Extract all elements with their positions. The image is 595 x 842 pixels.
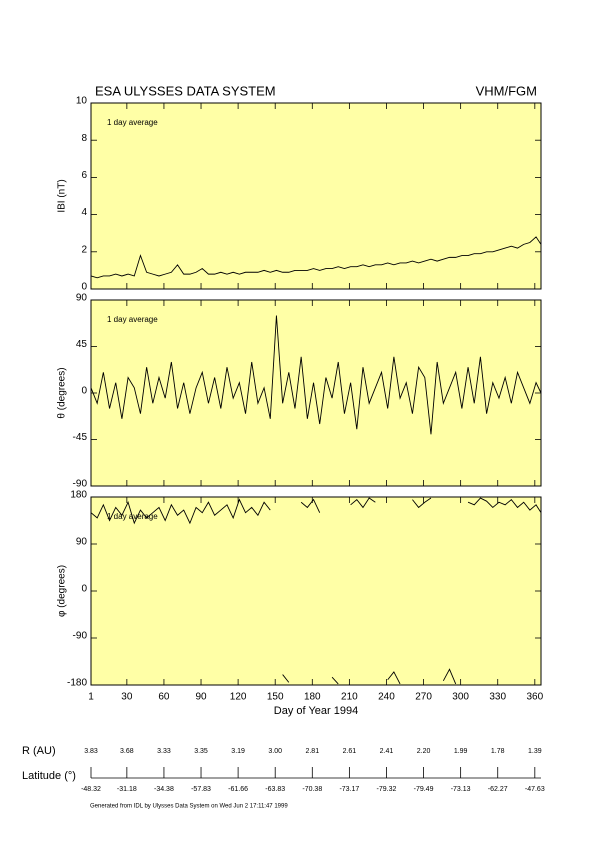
y-tick-label: 8 [81, 133, 87, 144]
r-value: 3.19 [231, 748, 245, 755]
lat-value: -70.38 [302, 786, 322, 793]
data-line [90, 236, 542, 279]
lat-value: -79.32 [377, 786, 397, 793]
lat-value: -62.27 [488, 786, 508, 793]
instrument: VHM/FGM [476, 83, 537, 98]
y-tick-label: -90 [73, 479, 88, 490]
x-tick-label: 60 [158, 692, 170, 703]
lat-value: -34.38 [154, 786, 174, 793]
y-axis-label: IBI (nT) [57, 179, 68, 212]
r-value: 1.39 [528, 748, 542, 755]
annotation: 1 day average [107, 315, 158, 324]
x-tick-label: 330 [489, 692, 506, 703]
r-value: 3.33 [157, 748, 171, 755]
plot-area [90, 102, 542, 290]
r-value: 2.81 [305, 748, 319, 755]
r-value: 3.00 [268, 748, 282, 755]
r-value: 2.41 [380, 748, 394, 755]
y-tick-label: -180 [67, 678, 87, 689]
y-tick-label: 0 [81, 584, 87, 595]
lat-value: -63.83 [265, 786, 285, 793]
r-value: 1.78 [491, 748, 505, 755]
y-tick-label: 2 [81, 244, 87, 255]
plot-area [90, 299, 542, 487]
annotation: 1 day average [107, 118, 158, 127]
x-tick-label: 210 [341, 692, 358, 703]
x-tick-label: 240 [378, 692, 395, 703]
lat-value: -73.13 [451, 786, 471, 793]
y-axis-label: θ (degrees) [57, 367, 68, 418]
y-tick-label: 10 [76, 96, 88, 107]
x-tick-label: 1 [88, 692, 94, 703]
r-value: 2.61 [343, 748, 357, 755]
x-tick-label: 180 [304, 692, 321, 703]
lat-value: -57.83 [191, 786, 211, 793]
x-axis-label: Day of Year 1994 [274, 705, 358, 717]
r-label: R (AU) [22, 745, 56, 757]
y-tick-label: -90 [73, 631, 88, 642]
data-line [90, 497, 542, 685]
y-tick-label: 6 [81, 170, 87, 181]
x-tick-label: 150 [267, 692, 284, 703]
y-tick-label: 0 [81, 282, 87, 293]
title: ESA ULYSSES DATA SYSTEM [95, 83, 276, 98]
lat-value: -79.49 [414, 786, 434, 793]
data-line [90, 315, 542, 435]
footer: Generated from IDL by Ulysses Data Syste… [90, 804, 288, 810]
lat-value: -48.32 [81, 786, 101, 793]
r-value: 3.68 [120, 748, 134, 755]
y-axis-label: φ (degrees) [57, 565, 68, 617]
lat-value: -31.18 [117, 786, 137, 793]
x-tick-label: 90 [195, 692, 207, 703]
x-tick-label: 360 [526, 692, 543, 703]
lat-value: -47.63 [525, 786, 545, 793]
r-value: 3.35 [194, 748, 208, 755]
y-tick-label: 90 [76, 293, 88, 304]
lat-label: Latitude (°) [22, 770, 76, 782]
r-value: 3.83 [84, 748, 98, 755]
x-tick-label: 120 [230, 692, 247, 703]
x-tick-label: 300 [452, 692, 469, 703]
x-tick-label: 270 [415, 692, 432, 703]
plot-area [90, 496, 542, 686]
lat-value: -61.66 [228, 786, 248, 793]
y-tick-label: 0 [81, 386, 87, 397]
x-tick-label: 30 [121, 692, 133, 703]
y-tick-label: 45 [76, 339, 88, 350]
y-tick-label: 90 [76, 537, 88, 548]
y-tick-label: 180 [70, 490, 87, 501]
r-value: 1.99 [454, 748, 468, 755]
y-tick-label: 4 [81, 207, 87, 218]
y-tick-label: -45 [73, 432, 88, 443]
r-value: 2.20 [417, 748, 431, 755]
lat-value: -73.17 [339, 786, 359, 793]
